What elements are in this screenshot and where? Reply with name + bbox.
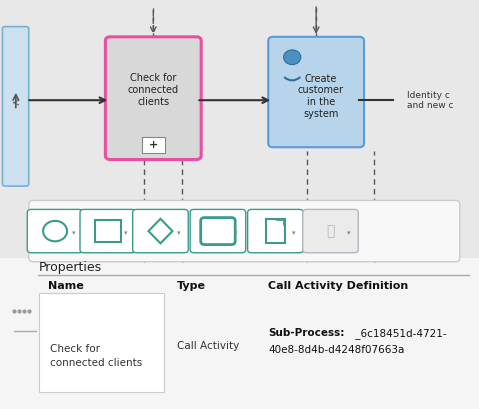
FancyBboxPatch shape [29, 200, 460, 262]
FancyBboxPatch shape [133, 209, 188, 253]
FancyBboxPatch shape [0, 0, 479, 262]
Text: Properties: Properties [38, 261, 102, 274]
Text: Create
customer
in the
system: Create customer in the system [298, 74, 344, 119]
Text: ▾: ▾ [177, 230, 181, 236]
Text: ▾: ▾ [292, 230, 296, 236]
Text: Type: Type [177, 281, 206, 291]
FancyBboxPatch shape [248, 209, 303, 253]
Text: Call Activity Definition: Call Activity Definition [268, 281, 409, 291]
Text: Name: Name [48, 281, 84, 291]
FancyBboxPatch shape [190, 209, 246, 253]
Text: _6c18451d-4721-: _6c18451d-4721- [352, 328, 447, 339]
Text: ▾: ▾ [71, 230, 75, 236]
Text: 40e8-8d4b-d4248f07663a: 40e8-8d4b-d4248f07663a [268, 345, 405, 355]
Text: Check for
connected clients: Check for connected clients [50, 344, 143, 368]
FancyBboxPatch shape [0, 258, 479, 409]
FancyBboxPatch shape [303, 209, 358, 253]
Text: 🔗: 🔗 [326, 224, 335, 238]
Text: ▾: ▾ [347, 230, 351, 236]
Text: +: + [148, 140, 158, 150]
Text: Check for
connected
clients: Check for connected clients [128, 73, 179, 107]
FancyBboxPatch shape [142, 137, 165, 153]
FancyBboxPatch shape [2, 27, 29, 186]
Text: Identity c
and new c: Identity c and new c [407, 90, 454, 110]
FancyBboxPatch shape [268, 37, 364, 147]
Text: ▾: ▾ [124, 230, 128, 236]
FancyBboxPatch shape [105, 37, 201, 160]
Text: ▾: ▾ [234, 230, 238, 236]
FancyBboxPatch shape [27, 209, 83, 253]
FancyBboxPatch shape [39, 293, 164, 392]
Text: <: < [12, 97, 20, 107]
Text: Sub-Process:: Sub-Process: [268, 328, 344, 338]
Text: Call Activity: Call Activity [177, 341, 240, 351]
Circle shape [284, 50, 301, 65]
FancyBboxPatch shape [80, 209, 136, 253]
